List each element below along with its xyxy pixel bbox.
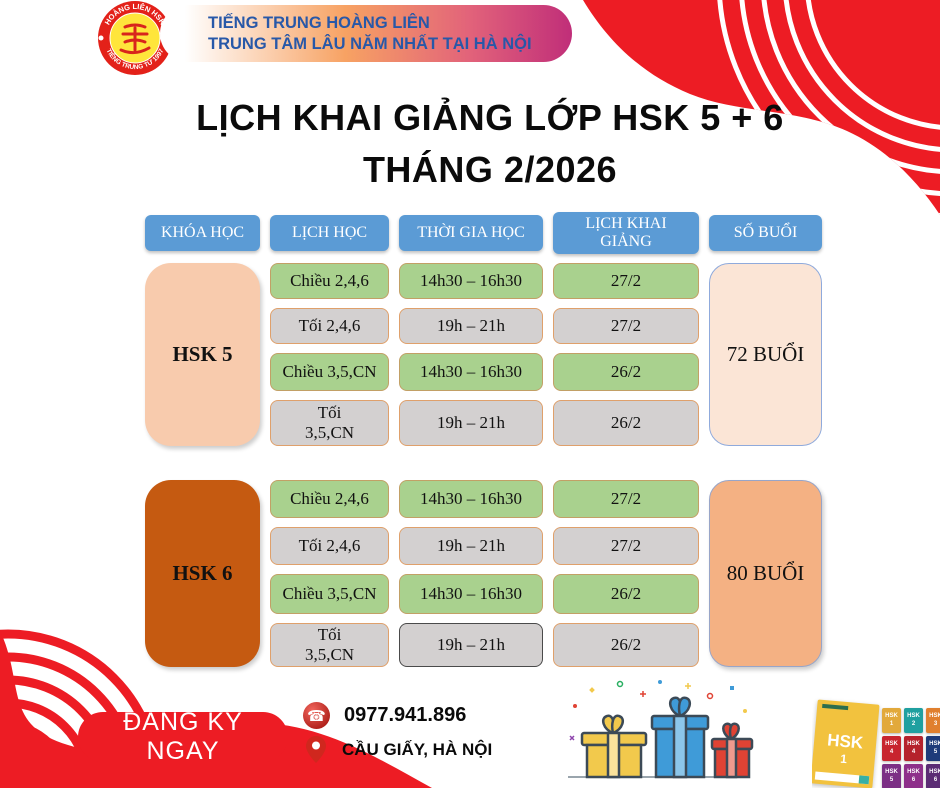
location-pin-icon [306, 736, 326, 763]
total-sessions-hsk5: 72 BUỔI [709, 263, 822, 446]
time-cell: 19h – 21h [399, 527, 543, 565]
schedule-cell: Tối 2,4,6 [270, 308, 389, 344]
schedule-cell: Tối 2,4,6 [270, 527, 389, 565]
address-contact: CẦU GIẤY, HÀ NỘI [306, 736, 492, 764]
book-tile: HSK 6 [926, 764, 940, 788]
time-cell: 14h30 – 16h30 [399, 353, 543, 391]
confetti-icons [569, 680, 747, 741]
title-line-2: THÁNG 2/2026 [362, 149, 618, 190]
time-cell: 19h – 21h [399, 308, 543, 344]
address-text: CẦU GIẤY, HÀ NỘI [342, 740, 493, 759]
red-corner-decoration [583, 0, 940, 215]
course-cell-hsk5: HSK 5 [145, 263, 260, 446]
col-header-so-buoi: SỐ BUỔI [709, 215, 822, 251]
start-date-cell: 26/2 [553, 353, 699, 391]
book-tile: HSK 6 [904, 764, 923, 788]
book-tile: HSK 5 [926, 736, 940, 761]
logo-calligraphy-icon [119, 23, 151, 55]
total-sessions-hsk6: 80 BUỔI [709, 480, 822, 667]
start-date-cell: 26/2 [553, 574, 699, 614]
schedule-cell: Tối 3,5,CN [270, 623, 389, 667]
publisher-mark [822, 703, 849, 711]
phone-icon: ☎ [303, 702, 330, 729]
col-header-thoi-gian-hoc: THỜI GIA HỌC [399, 215, 543, 251]
book-tile: HSK 1 [882, 708, 901, 733]
title-line-1: LỊCH KHAI GIẢNG LỚP HSK 5 + 6 [196, 97, 784, 138]
brand-tagline: TRUNG TÂM LÂU NĂM NHẤT TẠI HÀ NỘI [208, 35, 532, 53]
schedule-cell: Chiều 3,5,CN [270, 353, 389, 391]
book-tile: HSK 4 [904, 736, 923, 761]
schedule-table: KHÓA HỌC LỊCH HỌC THỜI GIA HỌC LỊCH KHAI… [145, 212, 822, 667]
time-cell: 19h – 21h [399, 400, 543, 446]
page-title: LỊCH KHAI GIẢNG LỚP HSK 5 + 6 THÁNG 2/20… [40, 92, 940, 196]
time-cell: 19h – 21h [399, 623, 543, 667]
book-tile: HSK 4 [882, 736, 901, 761]
course-cell-hsk6: HSK 6 [145, 480, 260, 667]
start-date-cell: 27/2 [553, 308, 699, 344]
hsk-books-image: HSK 1 HSK 1 HSK 2 HSK 3 HSK 4 HSK 4 HSK 5 HSK 5… [812, 694, 940, 788]
schedule-cell: Chiều 2,4,6 [270, 480, 389, 518]
schedule-cell: Chiều 3,5,CN [270, 574, 389, 614]
phone-number: 0977.941.896 [344, 704, 467, 726]
col-header-lich-khai-giang: LỊCH KHAI GIẢNG [553, 212, 699, 254]
time-cell: 14h30 – 16h30 [399, 263, 543, 299]
col-header-lich-hoc: LỊCH HỌC [270, 215, 389, 251]
start-date-cell: 26/2 [553, 623, 699, 667]
start-date-cell: 27/2 [553, 527, 699, 565]
register-now-button[interactable]: ĐĂNG KÝ NGAY [78, 708, 288, 765]
book-grid: HSK 1 HSK 2 HSK 3 HSK 4 HSK 4 HSK 5 HSK 5 HSK 6 … [882, 708, 940, 788]
start-date-cell: 27/2 [553, 263, 699, 299]
brand-banner: TIẾNG TRUNG HOÀNG LIÊN TRUNG TÂM LÂU NĂM… [160, 5, 572, 62]
phone-contact[interactable]: ☎ 0977.941.896 [303, 702, 466, 729]
book-tile: HSK 2 [904, 708, 923, 733]
col-header-khoa-hoc: KHÓA HỌC [145, 215, 260, 251]
book-tile: HSK 3 [926, 708, 940, 733]
book-tile: HSK 5 [882, 764, 901, 788]
start-date-cell: 26/2 [553, 400, 699, 446]
start-date-cell: 27/2 [553, 480, 699, 518]
schedule-cell: Chiều 2,4,6 [270, 263, 389, 299]
brand-name: TIẾNG TRUNG HOÀNG LIÊN [208, 14, 430, 32]
hsk1-big-book: HSK 1 [812, 699, 880, 788]
time-cell: 14h30 – 16h30 [399, 480, 543, 518]
schedule-cell: Tối 3,5,CN [270, 400, 389, 446]
time-cell: 14h30 – 16h30 [399, 574, 543, 614]
big-book-tag [858, 775, 870, 785]
gift-boxes-illustration [568, 680, 754, 779]
